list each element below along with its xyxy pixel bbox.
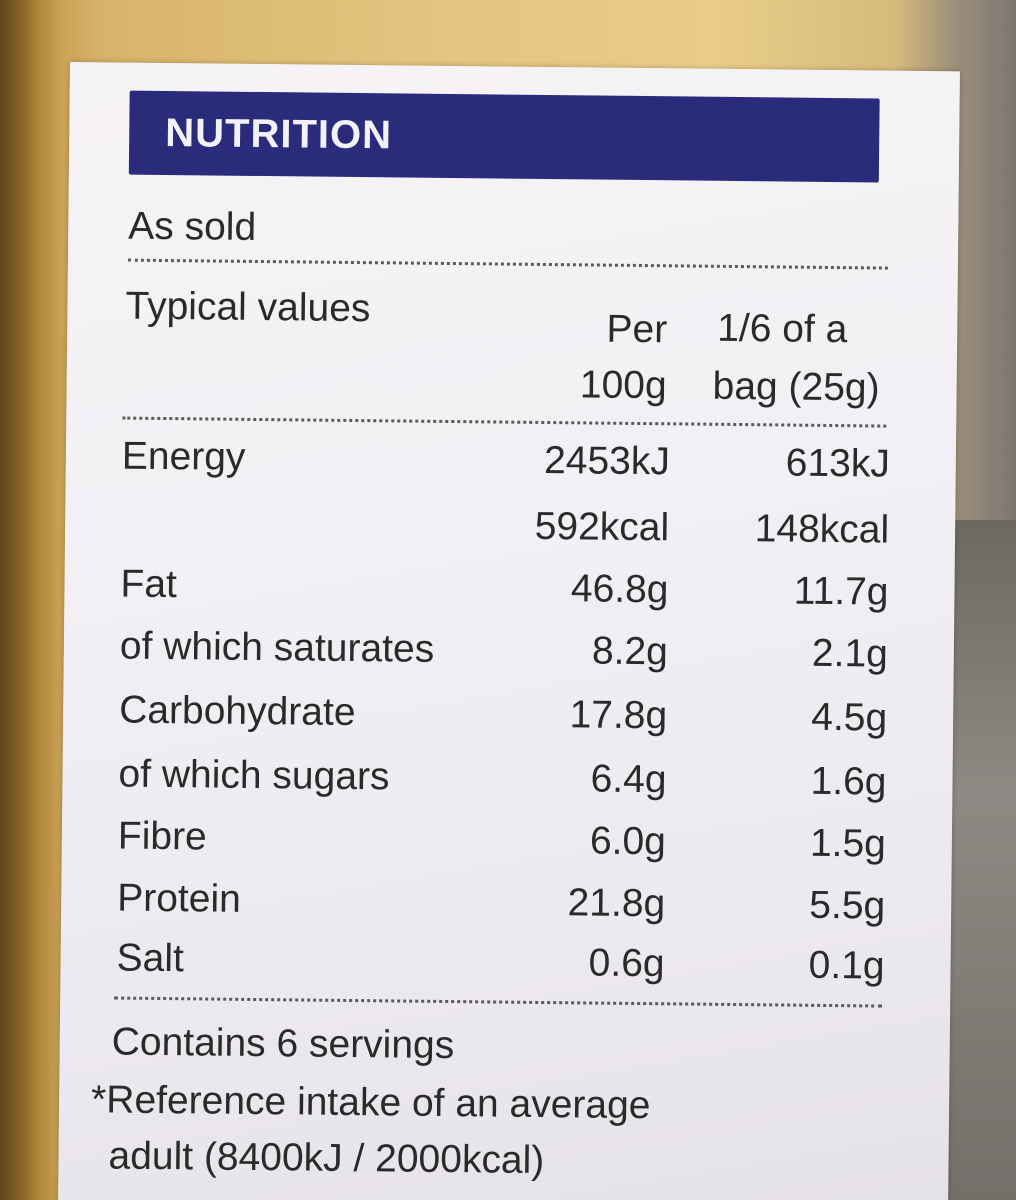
nutrient-name: Fibre	[117, 814, 207, 859]
per100-header-line2: 100g	[579, 363, 667, 408]
divider	[127, 258, 888, 270]
nutrient-name: of which saturates	[119, 624, 435, 671]
per100-value: 592kcal	[534, 504, 670, 550]
per100-value: 6.4g	[590, 757, 667, 802]
nutrient-name: Energy	[121, 434, 246, 479]
per-serving-value: 4.5g	[811, 695, 888, 740]
per100-value: 0.6g	[588, 941, 665, 986]
typical-values-label: Typical values	[125, 284, 371, 331]
nutrient-name: Protein	[117, 876, 242, 921]
serving-header-line2: bag (25g)	[712, 364, 880, 410]
nutrient-name: Salt	[116, 936, 185, 981]
divider	[122, 416, 887, 428]
nutrition-rows: Energy 2453kJ 613kJ 592kcal 148kcal Fat 46.8g 1…	[70, 62, 960, 988]
per-serving-value: 148kcal	[754, 507, 890, 552]
reference-intake-note-line2: adult (8400kJ / 2000kcal)	[108, 1134, 545, 1183]
divider	[114, 996, 883, 1008]
nutrient-name: of which sugars	[118, 752, 390, 799]
per-serving-value: 2.1g	[811, 631, 889, 676]
per100-header-line1: Per	[606, 307, 668, 352]
nutrient-name: Carbohydrate	[118, 688, 356, 735]
serving-header-line1: 1/6 of a	[717, 306, 848, 352]
nutrition-label: NUTRITION As sold Typical values Per 100…	[57, 62, 960, 1200]
reference-intake-note-line1: *Reference intake of an average	[90, 1078, 651, 1128]
per100-value: 6.0g	[589, 819, 667, 864]
background-surface	[946, 520, 1016, 1200]
nutrition-header: NUTRITION	[128, 90, 880, 183]
per100-value: 21.8g	[567, 881, 666, 926]
per-serving-value: 0.1g	[808, 943, 885, 988]
per-serving-value: 5.5g	[809, 883, 886, 928]
per-serving-value: 613kJ	[785, 441, 891, 486]
per100-value: 8.2g	[591, 629, 669, 674]
per100-value: 17.8g	[569, 693, 668, 738]
as-sold-label: As sold	[128, 204, 257, 249]
packaging-edge	[0, 0, 40, 1200]
per-serving-value: 11.7g	[793, 569, 889, 614]
per100-value: 46.8g	[570, 567, 669, 612]
per-serving-value: 1.5g	[809, 821, 887, 866]
per-serving-value: 1.6g	[810, 759, 887, 804]
per100-value: 2453kJ	[543, 438, 671, 484]
nutrition-title: NUTRITION	[165, 111, 393, 158]
nutrient-name: Fat	[120, 562, 178, 607]
servings-note: Contains 6 servings	[111, 1020, 455, 1068]
